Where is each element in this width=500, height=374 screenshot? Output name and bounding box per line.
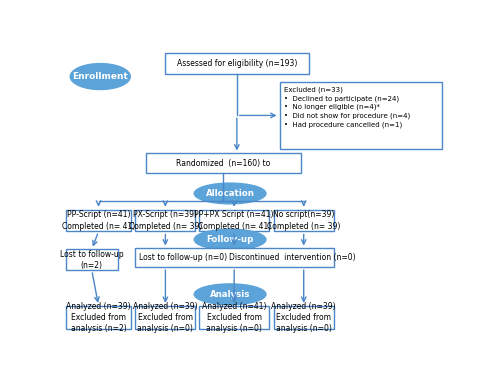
Text: Excluded (n=33)
•  Declined to participate (n=24)
•  No longer eligible (n=4)*
•: Excluded (n=33) • Declined to participat… [284, 86, 410, 128]
Ellipse shape [194, 229, 266, 250]
FancyBboxPatch shape [165, 53, 308, 74]
FancyBboxPatch shape [280, 82, 442, 148]
FancyBboxPatch shape [274, 306, 334, 329]
FancyBboxPatch shape [136, 306, 196, 329]
FancyBboxPatch shape [136, 248, 334, 267]
Ellipse shape [194, 183, 266, 204]
Text: Allocation: Allocation [206, 189, 254, 198]
FancyBboxPatch shape [66, 209, 132, 232]
Ellipse shape [70, 64, 130, 89]
FancyBboxPatch shape [136, 209, 196, 232]
Ellipse shape [194, 284, 266, 305]
Text: Discontinued  intervention (n=0): Discontinued intervention (n=0) [229, 253, 356, 262]
FancyBboxPatch shape [146, 153, 301, 173]
FancyBboxPatch shape [274, 209, 334, 232]
Text: Analyzed (n=41)
Excluded from
analysis (n=0): Analyzed (n=41) Excluded from analysis (… [202, 302, 266, 333]
Text: Analyzed (n=39)
Excluded from
analysis (n=0): Analyzed (n=39) Excluded from analysis (… [272, 302, 336, 333]
Text: PX-Script (n=39)
Completed (n= 39): PX-Script (n=39) Completed (n= 39) [128, 211, 202, 231]
FancyBboxPatch shape [200, 306, 269, 329]
Text: Randomized  (n=160) to: Randomized (n=160) to [176, 159, 270, 168]
Text: PP+PX Script (n=41)
Completed (n= 41): PP+PX Script (n=41) Completed (n= 41) [194, 211, 274, 231]
Text: Assessed for eligibility (n=193): Assessed for eligibility (n=193) [176, 59, 297, 68]
Text: Lost to follow-up
(n=2): Lost to follow-up (n=2) [60, 250, 124, 270]
FancyBboxPatch shape [66, 249, 118, 270]
Text: Analysis: Analysis [210, 290, 250, 299]
Text: Enrollment: Enrollment [72, 72, 128, 81]
Text: Analyzed (n=39)
Excluded from
analysis (n=2): Analyzed (n=39) Excluded from analysis (… [66, 302, 131, 333]
Text: Lost to follow-up (n=0): Lost to follow-up (n=0) [139, 253, 228, 262]
Text: PP-Script (n=41)
Completed (n= 41): PP-Script (n=41) Completed (n= 41) [62, 211, 135, 231]
FancyBboxPatch shape [66, 306, 132, 329]
Text: No script(n=39)
Completed (n= 39): No script(n=39) Completed (n= 39) [267, 211, 340, 231]
Text: Follow-up: Follow-up [206, 235, 254, 244]
Text: Analyzed (n=39)
Excluded from
analysis (n=0): Analyzed (n=39) Excluded from analysis (… [133, 302, 198, 333]
FancyBboxPatch shape [200, 209, 269, 232]
